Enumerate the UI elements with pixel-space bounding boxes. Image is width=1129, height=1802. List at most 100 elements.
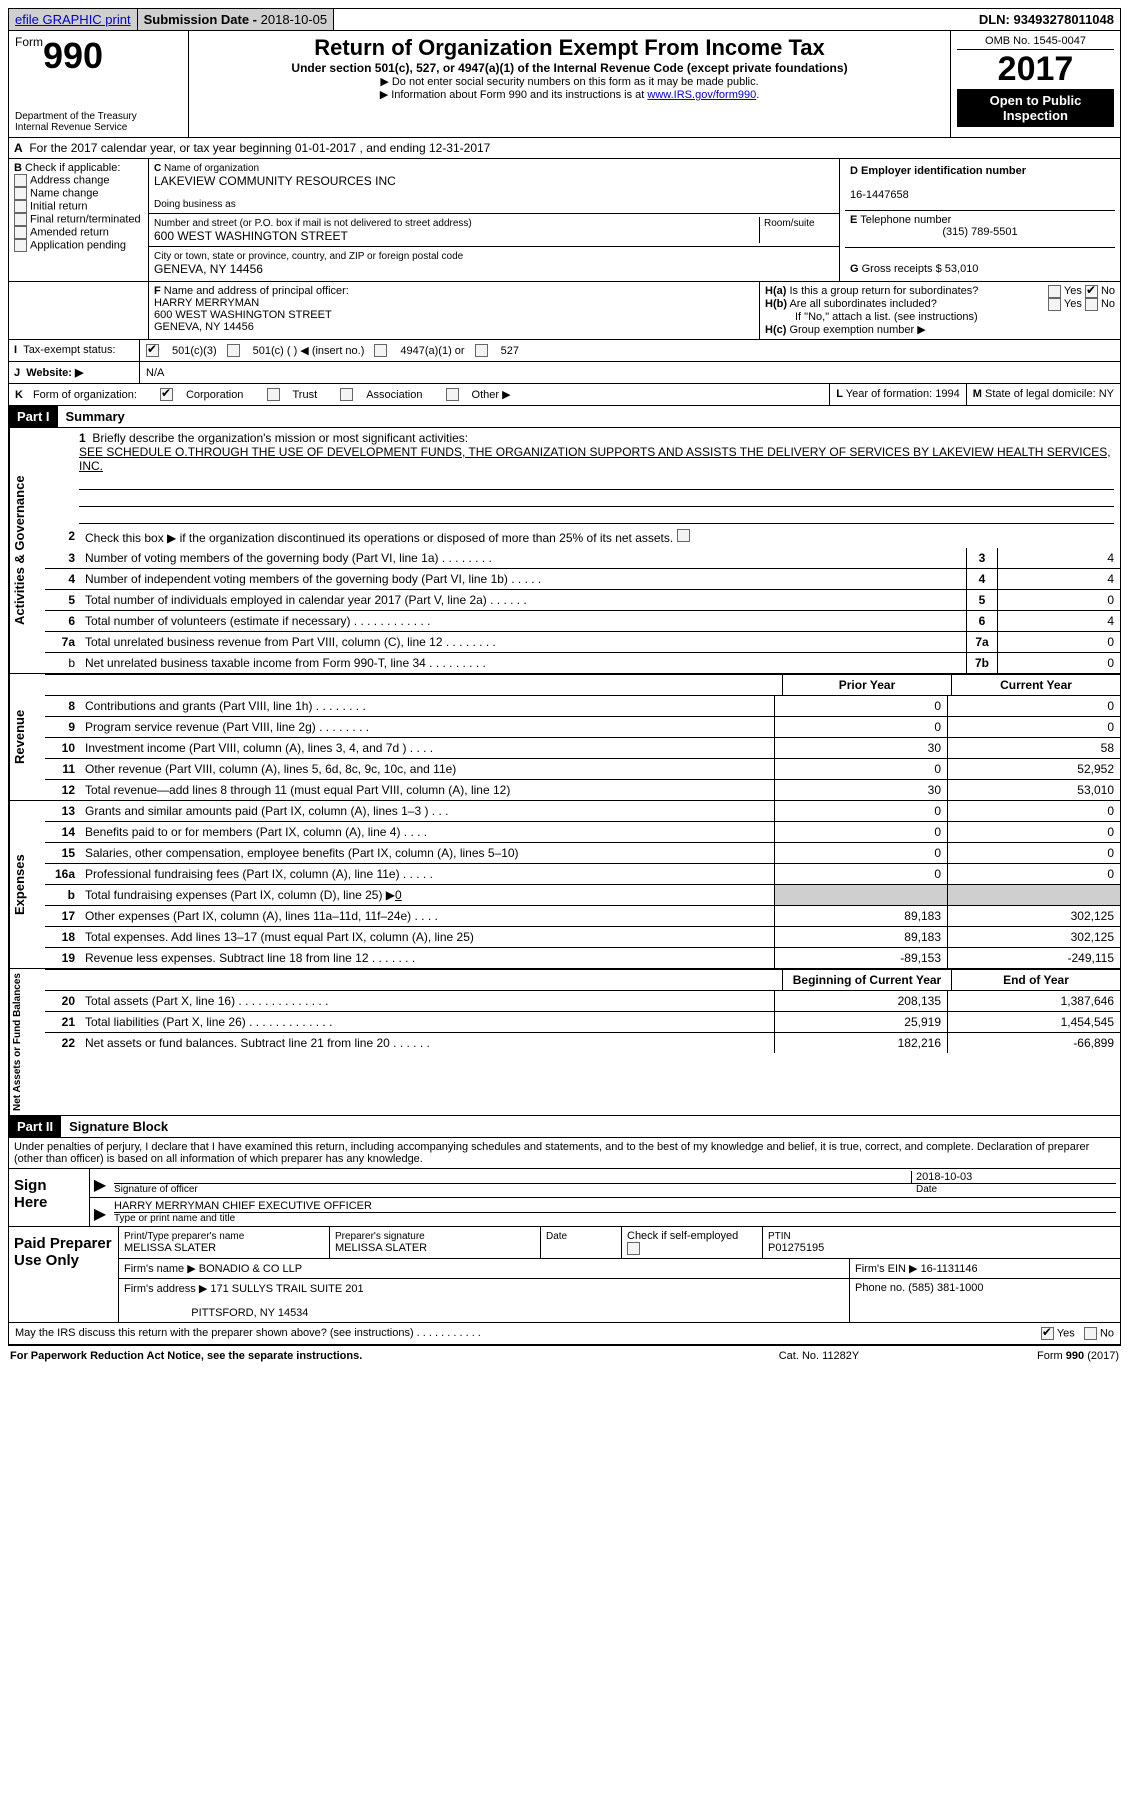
top-bar: efile GRAPHIC print Submission Date - 20… [8,8,1121,31]
cb-amended-return[interactable] [14,226,27,239]
cb-ha-yes[interactable] [1048,285,1061,298]
form-ref: Form 990 (2017) [919,1350,1119,1362]
ein-value: 16-1447658 [850,189,909,201]
omb-number: OMB No. 1545-0047 [957,35,1114,50]
firm-name: BONADIO & CO LLP [199,1263,302,1275]
form-title: Return of Organization Exempt From Incom… [195,35,944,61]
cb-501c3[interactable] [146,344,159,357]
website-row: J Website: ▶ N/A [8,362,1121,384]
cb-527[interactable] [475,344,488,357]
cb-initial-return[interactable] [14,200,27,213]
cb-irs-yes[interactable] [1041,1327,1054,1340]
hdr-prior-year: Prior Year [782,675,951,695]
efile-link[interactable]: efile GRAPHIC print [9,9,138,30]
form-subtitle: Under section 501(c), 527, or 4947(a)(1)… [195,61,944,75]
vtab-netassets: Net Assets or Fund Balances [9,969,45,1115]
city-state-zip: GENEVA, NY 14456 [154,262,263,276]
hdr-end-year: End of Year [951,970,1120,990]
gross-receipts: 53,010 [945,263,979,275]
summary-revenue: Revenue Prior YearCurrent Year 8Contribu… [8,674,1121,801]
cb-application-pending[interactable] [14,239,27,252]
page-footer: For Paperwork Reduction Act Notice, see … [8,1345,1121,1366]
arrow-icon: ▶ [90,1169,110,1197]
val-7a: 0 [997,632,1120,652]
state-domicile: M State of legal domicile: NY [966,384,1120,405]
col-deg: D Employer identification number 16-1447… [840,159,1120,281]
ssn-note: ▶ Do not enter social security numbers o… [195,75,944,88]
summary-expenses: Expenses 13Grants and similar amounts pa… [8,801,1121,969]
cb-discontinued[interactable] [677,529,690,542]
firm-ein: 16-1131146 [921,1263,978,1275]
form-org-row: K Form of organization: Corporation Trus… [8,384,1121,406]
dept-treasury: Department of the Treasury [15,111,182,122]
part-i-header: Part ISummary [8,406,1121,428]
info-note: ▶ Information about Form 990 and its ins… [195,88,944,101]
hdr-current-year: Current Year [951,675,1120,695]
col-c: C Name of organization LAKEVIEW COMMUNIT… [149,159,840,281]
cb-501c[interactable] [227,344,240,357]
irs-link[interactable]: www.IRS.gov/form990 [647,89,756,101]
hdr-beginning-year: Beginning of Current Year [782,970,951,990]
cb-hb-yes[interactable] [1048,298,1061,311]
dln-cell: DLN: 93493278011048 [973,9,1120,30]
fh-section: F Name and address of principal officer:… [8,282,1121,340]
firm-address: 171 SULLYS TRAIL SUITE 201 [210,1283,363,1295]
cb-association[interactable] [340,388,353,401]
paid-preparer-block: Paid Preparer Use Only Print/Type prepar… [8,1227,1121,1323]
open-inspection: Open to Public Inspection [957,89,1114,127]
phone-value: (315) 789-5501 [850,226,1110,238]
val-3: 4 [997,548,1120,568]
cb-trust[interactable] [267,388,280,401]
tax-exempt-row: I Tax-exempt status: 501(c)(3) 501(c) ( … [8,340,1121,362]
website-value: N/A [146,367,164,379]
street-address: 600 WEST WASHINGTON STREET [154,229,348,243]
mission-text: SEE SCHEDULE O.THROUGH THE USE OF DEVELO… [79,445,1111,473]
tax-year: 2017 [957,50,1114,89]
year-formation: L Year of formation: 1994 [829,384,966,405]
preparer-name: MELISSA SLATER [124,1242,216,1254]
vtab-revenue: Revenue [9,674,45,800]
principal-officer: F Name and address of principal officer:… [149,282,760,339]
cb-other[interactable] [446,388,459,401]
arrow-icon: ▶ [90,1198,110,1226]
cb-self-employed[interactable] [627,1242,640,1255]
perjury-declaration: Under penalties of perjury, I declare th… [8,1138,1121,1169]
cb-address-change[interactable] [14,174,27,187]
paid-preparer-label: Paid Preparer Use Only [9,1227,119,1322]
group-return: H(a) Is this a group return for subordin… [760,282,1120,339]
summary-netassets: Net Assets or Fund Balances Beginning of… [8,969,1121,1116]
part-ii-header: Part IISignature Block [8,1116,1121,1138]
sign-here-label: Sign Here [9,1169,90,1226]
officer-name-title: HARRY MERRYMAN CHIEF EXECUTIVE OFFICER [114,1200,1116,1212]
sign-here-block: Sign Here ▶ 2018-10-03 Signature of offi… [8,1169,1121,1227]
vtab-governance: Activities & Governance [9,428,45,673]
cb-name-change[interactable] [14,187,27,200]
form-word: Form [15,35,43,49]
cb-corporation[interactable] [160,388,173,401]
preparer-signature: MELISSA SLATER [335,1242,427,1254]
submission-date-cell: Submission Date - 2018-10-05 [138,9,335,30]
val-5: 0 [997,590,1120,610]
cb-4947[interactable] [374,344,387,357]
form-number: 990 [43,35,103,76]
firm-phone: (585) 381-1000 [908,1282,983,1294]
signature-date: 2018-10-03 [911,1171,1116,1183]
cb-ha-no[interactable] [1085,285,1098,298]
val-6: 4 [997,611,1120,631]
vtab-expenses: Expenses [9,801,45,968]
paperwork-notice: For Paperwork Reduction Act Notice, see … [10,1350,719,1362]
cat-number: Cat. No. 11282Y [719,1350,919,1362]
summary-governance: Activities & Governance 1 Briefly descri… [8,428,1121,674]
cb-hb-no[interactable] [1085,298,1098,311]
val-4: 4 [997,569,1120,589]
row-a: A For the 2017 calendar year, or tax yea… [8,138,1121,159]
col-b: B Check if applicable: Address change Na… [9,159,149,281]
entity-section: B Check if applicable: Address change Na… [8,159,1121,282]
irs-discuss-row: May the IRS discuss this return with the… [8,1323,1121,1345]
ptin-value: P01275195 [768,1242,824,1254]
val-7b: 0 [997,653,1120,673]
cb-irs-no[interactable] [1084,1327,1097,1340]
org-name: LAKEVIEW COMMUNITY RESOURCES INC [154,174,396,188]
cb-final-return[interactable] [14,213,27,226]
irs-label: Internal Revenue Service [15,122,182,133]
